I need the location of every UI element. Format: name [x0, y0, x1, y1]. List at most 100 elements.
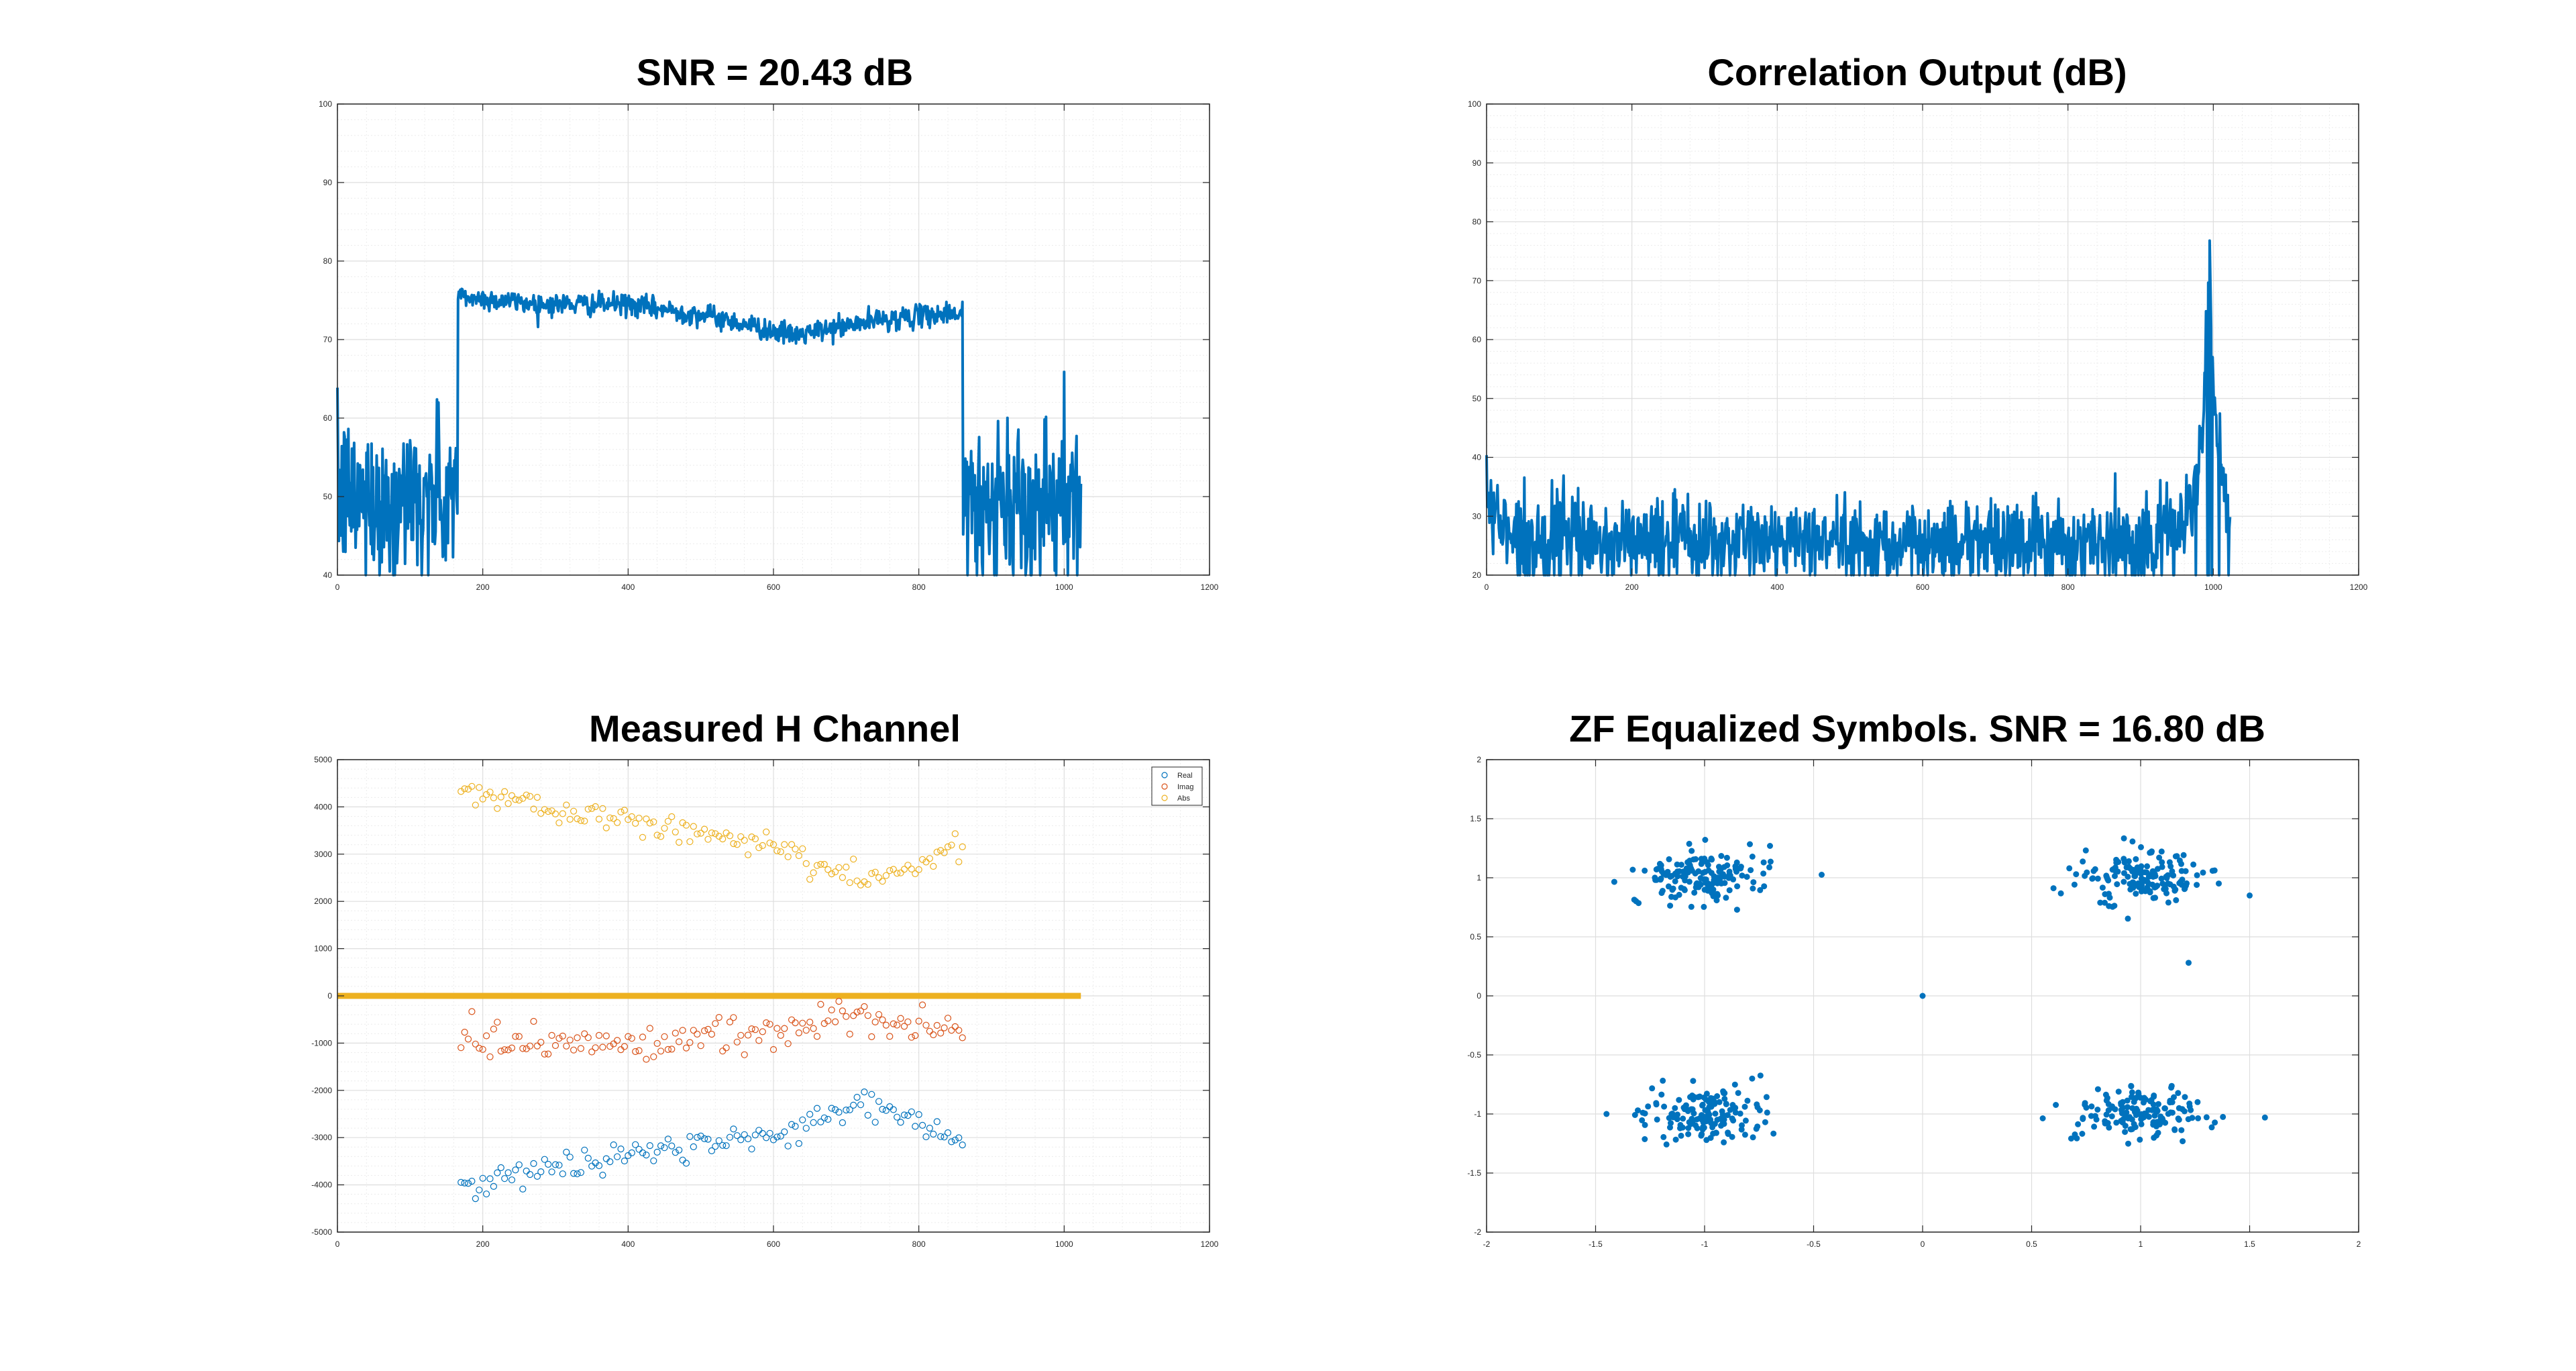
symbol-point: [1674, 1116, 1680, 1123]
x-tick-label: 0: [1485, 582, 1489, 592]
h-point-imag: [759, 1028, 766, 1035]
h-point-imag: [632, 1048, 639, 1056]
symbol-point: [1702, 837, 1709, 843]
symbol-point: [1704, 859, 1710, 866]
h-point-abs: [843, 863, 850, 871]
symbol-point: [2123, 1109, 2130, 1116]
symbol-point: [2159, 880, 2166, 887]
h-point-abs: [704, 835, 712, 843]
symbol-point: [1730, 1117, 1737, 1124]
symbol-point: [2124, 1097, 2131, 1104]
h-point-imag: [541, 1050, 548, 1058]
symbol-point: [1721, 1139, 1727, 1146]
symbol-point: [2220, 1113, 2226, 1120]
h-point-real: [850, 1101, 857, 1109]
y-tick-label: 80: [1472, 217, 1482, 227]
symbol-point: [2208, 1124, 2215, 1131]
h-point-imag: [908, 1033, 915, 1041]
symbol-point: [1721, 1095, 1728, 1102]
h-point-real: [494, 1169, 501, 1176]
h-point-real: [595, 1162, 603, 1170]
legend-marker-imag: [1161, 783, 1168, 790]
h-point-imag: [726, 1018, 734, 1026]
h-point-real: [643, 1151, 650, 1159]
symbol-point: [1770, 1130, 1777, 1137]
h-point-imag: [526, 1042, 534, 1050]
symbol-point: [2195, 1115, 2202, 1121]
symbol-point: [2138, 844, 2144, 850]
symbol-point: [2216, 880, 2222, 887]
symbol-point: [1690, 1110, 1697, 1117]
h-point-imag: [653, 1039, 661, 1048]
h-point-imag: [930, 1031, 937, 1039]
h-point-imag: [533, 1042, 541, 1050]
h-point-real: [937, 1133, 945, 1140]
symbol-point: [2170, 872, 2177, 879]
symbol-point: [2144, 863, 2151, 870]
y-tick-label: 90: [323, 178, 333, 187]
y-tick-label: -5000: [311, 1227, 332, 1237]
symbol-point: [2080, 858, 2086, 865]
snr-spectrum-series: [336, 287, 1083, 576]
y-tick-label: 90: [1472, 158, 1482, 168]
h-point-imag: [497, 1048, 504, 1055]
h-point-real: [824, 1115, 832, 1123]
constellation-points: [1603, 835, 2268, 1148]
h-point-imag: [512, 1033, 519, 1040]
symbol-point: [2190, 861, 2197, 868]
legend-label-real: Real: [1177, 772, 1193, 780]
y-tick-label: 2: [1477, 755, 1481, 764]
h-point-abs: [871, 868, 879, 876]
h-point-abs: [515, 797, 523, 804]
h-point-imag: [748, 1025, 755, 1033]
symbol-point: [2152, 895, 2159, 901]
h-point-real: [810, 1119, 817, 1126]
h-point-abs: [886, 867, 894, 874]
x-tick-label: 1000: [2204, 582, 2222, 592]
h-point-imag: [864, 1012, 871, 1019]
symbol-point: [1723, 854, 1730, 861]
h-point-imag: [886, 1033, 894, 1040]
symbol-point: [2114, 868, 2121, 875]
h-point-imag: [912, 1031, 919, 1039]
h-point-imag: [944, 1015, 952, 1022]
symbol-point: [2179, 876, 2186, 883]
symbol-point: [2247, 892, 2253, 899]
x-tick-label: 600: [767, 582, 780, 592]
h-point-abs: [497, 793, 504, 801]
h-point-imag: [682, 1044, 690, 1052]
symbol-point: [2082, 1100, 2088, 1107]
symbol-point: [1693, 856, 1699, 862]
h-point-imag: [479, 1046, 486, 1053]
h-point-abs: [468, 782, 476, 790]
symbol-point: [2140, 1099, 2147, 1106]
h-point-real: [777, 1132, 784, 1140]
h-point-real: [828, 1105, 835, 1112]
h-point-abs: [621, 807, 629, 814]
symbol-point: [1762, 1119, 1768, 1125]
h-point-imag: [494, 1019, 501, 1026]
symbol-point: [1767, 858, 1774, 865]
symbol-point: [2115, 1088, 2122, 1095]
symbol-point: [2122, 1129, 2129, 1135]
h-point-imag: [570, 1046, 578, 1054]
h-point-imag: [625, 1033, 632, 1040]
h-point-imag: [784, 1040, 792, 1048]
symbol-point: [1724, 862, 1731, 868]
symbol-point: [1764, 1109, 1770, 1116]
h-point-real: [613, 1153, 621, 1160]
symbol-point: [1729, 1133, 1735, 1140]
h-point-imag: [715, 1013, 722, 1021]
h-point-imag: [581, 1030, 588, 1037]
symbol-point: [2147, 850, 2153, 856]
h-point-real: [537, 1168, 545, 1176]
h-point-imag: [551, 1042, 559, 1050]
correlation-plot-title: Correlation Output (dB): [1707, 51, 2127, 93]
symbol-point: [1919, 993, 1926, 999]
h-point-imag: [941, 1024, 948, 1031]
x-tick-label: 600: [1916, 582, 1929, 592]
y-tick-label: -3000: [311, 1133, 332, 1142]
h-point-real: [486, 1175, 494, 1182]
h-point-abs: [646, 819, 653, 827]
h-point-real: [926, 1124, 934, 1132]
